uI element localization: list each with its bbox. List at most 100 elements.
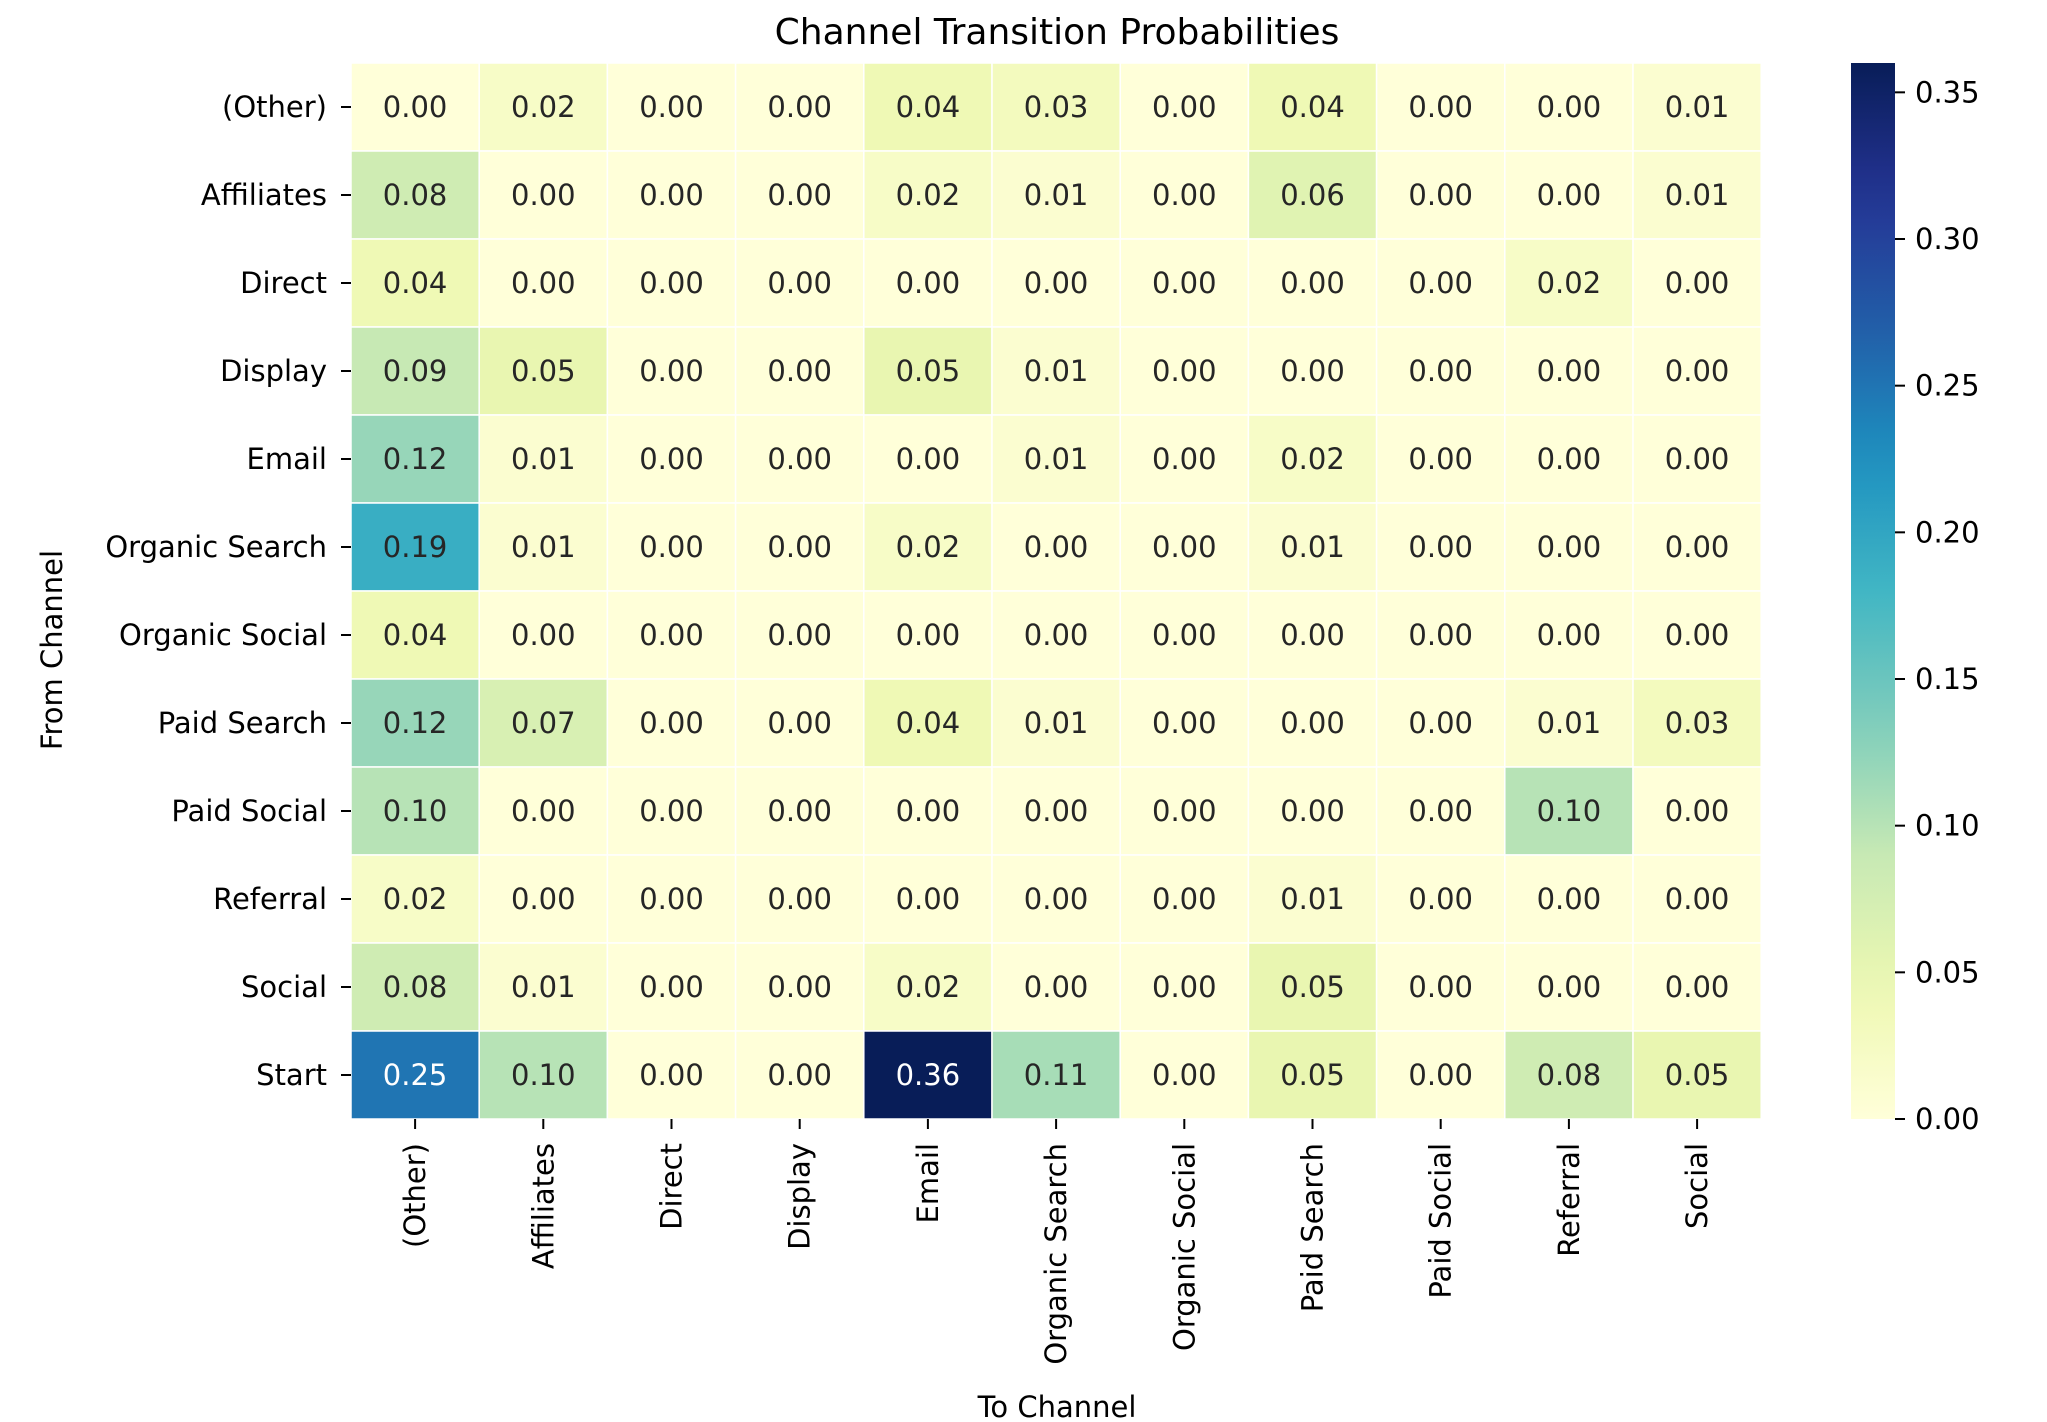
heatmap-cell (350, 1030, 480, 1120)
y-tick-label: Affiliates (201, 178, 327, 212)
cell-value-label: 0.00 (1152, 1058, 1217, 1092)
cell-value-label: 0.12 (383, 706, 448, 740)
cell-value-label: 0.08 (383, 970, 448, 1004)
cell-value-label: 0.00 (1024, 618, 1089, 652)
heatmap-cell (1632, 62, 1762, 152)
colorbar-tick-label: 0.15 (1915, 662, 1980, 696)
heatmap-cell (1247, 942, 1378, 1032)
cell-value-label: 0.00 (767, 794, 832, 828)
heatmap-cell (350, 238, 480, 328)
cell-value-label: 0.00 (1280, 706, 1345, 740)
cell-value-label: 0.12 (383, 442, 448, 476)
heatmap-cell (1632, 766, 1762, 856)
cell-value-label: 0.09 (383, 354, 448, 388)
cell-value-label: 0.00 (1280, 618, 1345, 652)
cell-value-label: 0.00 (639, 530, 704, 564)
cell-value-label: 0.00 (1537, 178, 1602, 212)
cell-value-label: 0.02 (1280, 442, 1345, 476)
heatmap-cell (863, 414, 993, 504)
cell-value-label: 0.00 (1152, 90, 1217, 124)
colorbar-gradient (1851, 63, 1895, 1119)
heatmap-cell (350, 854, 480, 944)
heatmap-cell (1504, 326, 1634, 416)
cell-value-label: 0.00 (1408, 178, 1473, 212)
cell-value-label: 0.05 (1280, 1058, 1345, 1092)
cell-value-label: 0.10 (511, 1058, 576, 1092)
cell-value-label: 0.00 (1280, 354, 1345, 388)
heatmap-cell (606, 942, 737, 1032)
cell-value-label: 0.00 (639, 90, 704, 124)
heatmap-cell (1504, 942, 1634, 1032)
heatmap-cell (1375, 502, 1506, 592)
heatmap-cell (1632, 502, 1762, 592)
heatmap-cell (1504, 766, 1634, 856)
cell-value-label: 0.00 (1024, 970, 1089, 1004)
cell-value-label: 0.00 (767, 266, 832, 300)
cell-value-label: 0.04 (896, 90, 961, 124)
colorbar-tick-label: 0.10 (1915, 809, 1980, 843)
heatmap-cell (1375, 1030, 1506, 1120)
heatmap-cell (734, 326, 865, 416)
colorbar-tick-label: 0.30 (1915, 222, 1980, 256)
cell-value-label: 0.00 (1408, 706, 1473, 740)
cell-value-label: 0.00 (1537, 442, 1602, 476)
heatmap-cell (350, 414, 480, 504)
heatmap-cell (478, 62, 609, 152)
heatmap-cell (478, 942, 609, 1032)
cell-value-label: 0.00 (639, 178, 704, 212)
y-tick-label: Referral (213, 882, 327, 916)
cell-value-label: 0.01 (511, 970, 576, 1004)
cell-value-label: 0.00 (1537, 618, 1602, 652)
colorbar-tick-label: 0.00 (1915, 1102, 1980, 1136)
heatmap-cell (606, 766, 737, 856)
heatmap-cell (1247, 1030, 1378, 1120)
y-tick-label: Paid Social (171, 794, 327, 828)
x-tick-label: Email (911, 1143, 945, 1223)
heatmap-cell (734, 62, 865, 152)
heatmap-cell (350, 502, 480, 592)
cell-value-label: 0.00 (767, 530, 832, 564)
cell-value-label: 0.00 (1152, 354, 1217, 388)
cell-value-label: 0.10 (1537, 794, 1602, 828)
cell-value-label: 0.06 (1280, 178, 1345, 212)
heatmap-cell (863, 326, 993, 416)
cell-value-label: 0.01 (1024, 442, 1089, 476)
heatmap-cell (863, 854, 993, 944)
cell-value-label: 0.00 (1152, 618, 1217, 652)
heatmap-cell (1247, 62, 1378, 152)
cell-value-label: 0.00 (1280, 266, 1345, 300)
cell-value-label: 0.00 (896, 794, 961, 828)
heatmap-cell (350, 150, 480, 240)
heatmap-cell (478, 590, 609, 680)
y-tick-label: Start (256, 1058, 327, 1092)
cell-value-label: 0.00 (767, 618, 832, 652)
cell-value-label: 0.19 (383, 530, 448, 564)
cell-value-label: 0.00 (639, 794, 704, 828)
cell-value-label: 0.11 (1024, 1058, 1089, 1092)
heatmap-cell (991, 766, 1121, 856)
y-tick-label: Organic Search (105, 530, 327, 564)
heatmap-cell (1632, 1030, 1762, 1120)
cell-value-label: 0.00 (1408, 90, 1473, 124)
x-tick-label: Organic Social (1167, 1143, 1201, 1351)
cell-value-label: 0.00 (511, 882, 576, 916)
y-tick-label: Organic Social (119, 618, 327, 652)
cell-value-label: 0.00 (1408, 618, 1473, 652)
y-tick-label: Display (220, 354, 327, 388)
heatmap-cell (1504, 678, 1634, 768)
heatmap-cell (1504, 590, 1634, 680)
y-tick-label: (Other) (222, 90, 327, 124)
heatmap-cell (863, 678, 993, 768)
cell-value-label: 0.00 (767, 1058, 832, 1092)
heatmap-cell (1632, 238, 1762, 328)
heatmap-cell (1119, 1030, 1250, 1120)
heatmap-cell (863, 942, 993, 1032)
cell-value-label: 0.00 (1408, 882, 1473, 916)
heatmap-cell (1504, 62, 1634, 152)
heatmap-cell (1504, 150, 1634, 240)
cell-value-label: 0.00 (383, 90, 448, 124)
cell-value-label: 0.00 (1408, 970, 1473, 1004)
heatmap-cell (606, 414, 737, 504)
heatmap-cell (1375, 326, 1506, 416)
cell-value-label: 0.00 (1280, 794, 1345, 828)
